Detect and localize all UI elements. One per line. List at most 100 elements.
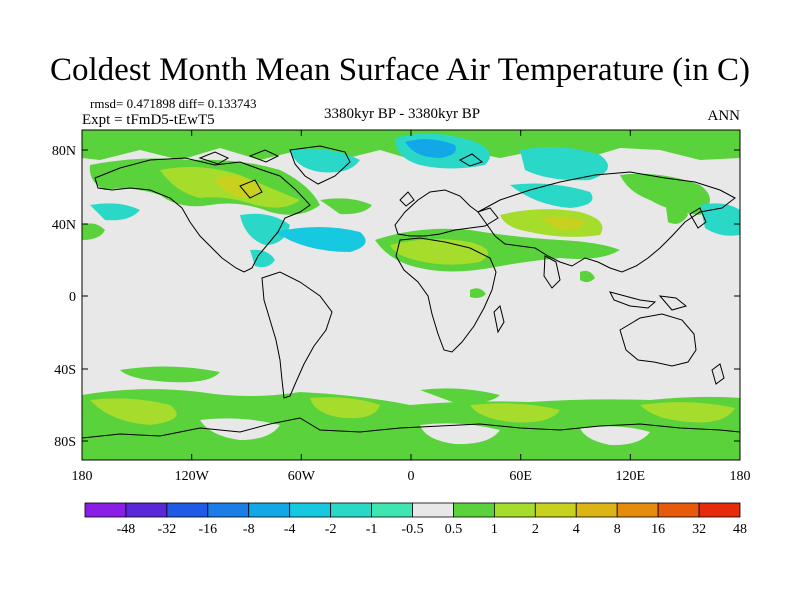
colorbar-label: -1 bbox=[366, 522, 378, 537]
anomaly-region bbox=[82, 389, 740, 460]
anomaly-region bbox=[90, 398, 177, 425]
colorbar-label: 4 bbox=[573, 522, 580, 537]
colorbar-label: -4 bbox=[284, 522, 296, 537]
colorbar-label: 8 bbox=[614, 522, 621, 537]
colorbar-swatch bbox=[412, 502, 454, 518]
colorbar-swatch bbox=[534, 502, 577, 518]
anomaly-region bbox=[665, 199, 688, 224]
anomaly-region bbox=[320, 198, 372, 215]
coastline bbox=[711, 363, 725, 385]
coastline bbox=[239, 179, 263, 199]
anomaly-region bbox=[470, 288, 486, 298]
coastline bbox=[394, 189, 499, 237]
coastline bbox=[658, 295, 688, 311]
lon-tick-label: 60W bbox=[288, 469, 316, 484]
anomaly-region bbox=[420, 388, 500, 404]
season-text: ANN bbox=[707, 108, 741, 124]
lon-tick-label: 60E bbox=[509, 469, 532, 484]
anomaly-region bbox=[310, 397, 380, 419]
colorbar-swatch bbox=[330, 502, 372, 518]
lat-tick-label: 40S bbox=[54, 363, 76, 378]
experiment-text: Expt = tFmD5-tEwT5 bbox=[82, 112, 215, 128]
anomaly-region bbox=[390, 239, 488, 265]
lat-tick-label: 40N bbox=[52, 218, 76, 233]
anomaly-region bbox=[470, 403, 560, 423]
anomaly-region bbox=[540, 216, 585, 231]
stats-text: rmsd= 0.471898 diff= 0.133743 bbox=[90, 96, 257, 111]
anomaly-region bbox=[700, 203, 740, 236]
coastline bbox=[477, 171, 736, 273]
colorbar-label: -8 bbox=[243, 522, 255, 537]
lon-tick-label: 120E bbox=[616, 469, 646, 484]
colorbar-label: 1 bbox=[491, 522, 498, 537]
anomaly-region bbox=[420, 423, 500, 445]
lon-tick-label: 0 bbox=[408, 469, 415, 484]
lon-tick-label: 120W bbox=[175, 469, 210, 484]
anomaly-region bbox=[640, 402, 735, 423]
anomaly-region bbox=[405, 139, 456, 158]
latitude-axis: 80N 40N 0 40S 80S bbox=[52, 144, 740, 450]
coastline bbox=[493, 305, 505, 334]
colorbar-swatch bbox=[125, 502, 168, 518]
anomaly-region bbox=[82, 223, 105, 240]
anomaly-region bbox=[520, 146, 608, 181]
coastlines bbox=[82, 145, 740, 439]
colorbar-label: 0.5 bbox=[445, 522, 463, 537]
lon-tick-label: 180 bbox=[72, 469, 93, 484]
coastline bbox=[543, 255, 561, 289]
coastline bbox=[689, 207, 707, 229]
anomaly-region bbox=[215, 176, 261, 198]
coastline bbox=[94, 157, 311, 273]
longitude-axis: 180 120W 60W 0 60E 120E 180 bbox=[72, 130, 751, 484]
colorbar-swatch bbox=[84, 502, 127, 518]
colorbar-label: 48 bbox=[733, 522, 747, 537]
colorbar-label: -0.5 bbox=[401, 522, 423, 537]
coastline bbox=[82, 417, 740, 439]
coastline bbox=[198, 151, 230, 165]
anomaly-region bbox=[250, 249, 275, 268]
anomaly-field bbox=[82, 130, 740, 460]
colorbar-swatch bbox=[616, 502, 659, 518]
coastline bbox=[261, 271, 333, 399]
period-text: 3380kyr BP - 3380kyr BP bbox=[324, 106, 481, 122]
coastline bbox=[395, 237, 497, 353]
colorbar-swatch bbox=[575, 502, 618, 518]
anomaly-region bbox=[90, 203, 140, 221]
colorbar-swatch bbox=[207, 502, 250, 518]
coastline bbox=[399, 191, 415, 207]
colorbar-label: -16 bbox=[198, 522, 217, 537]
lat-tick-label: 0 bbox=[69, 290, 76, 305]
colorbar-swatch bbox=[657, 502, 700, 518]
anomaly-region bbox=[290, 148, 360, 173]
colorbar-label: 16 bbox=[651, 522, 665, 537]
coastline bbox=[619, 313, 697, 367]
coastline bbox=[289, 145, 351, 185]
anomaly-region bbox=[200, 418, 280, 440]
colorbar-swatch bbox=[166, 502, 209, 518]
colorbar-swatch bbox=[698, 502, 741, 518]
colorbar: -48 -32 -16 -8 -4 -2 -1 -0.5 0.5 1 2 4 8 16 32 48 bbox=[84, 502, 747, 537]
coastline bbox=[458, 153, 484, 167]
colorbar-label: 2 bbox=[532, 522, 539, 537]
anomaly-region bbox=[580, 426, 650, 446]
colorbar-label: -2 bbox=[325, 522, 337, 537]
colorbar-swatch bbox=[289, 502, 332, 518]
colorbar-label: -32 bbox=[158, 522, 177, 537]
lat-tick-label: 80S bbox=[54, 435, 76, 450]
colorbar-swatch bbox=[371, 502, 413, 518]
colorbar-swatch bbox=[248, 502, 291, 518]
colorbar-label: 32 bbox=[692, 522, 706, 537]
lon-tick-label: 180 bbox=[730, 469, 751, 484]
coastline bbox=[248, 149, 280, 163]
colorbar-swatch bbox=[453, 502, 495, 518]
colorbar-swatch bbox=[493, 502, 536, 518]
colorbar-label: -48 bbox=[117, 522, 136, 537]
coastline bbox=[609, 291, 657, 309]
anomaly-region bbox=[120, 366, 220, 383]
lat-tick-label: 80N bbox=[52, 144, 76, 159]
map-title: Coldest Month Mean Surface Air Temperatu… bbox=[50, 52, 750, 88]
anomaly-region bbox=[240, 213, 290, 245]
anomaly-region bbox=[620, 173, 710, 215]
anomaly-region bbox=[580, 270, 595, 283]
